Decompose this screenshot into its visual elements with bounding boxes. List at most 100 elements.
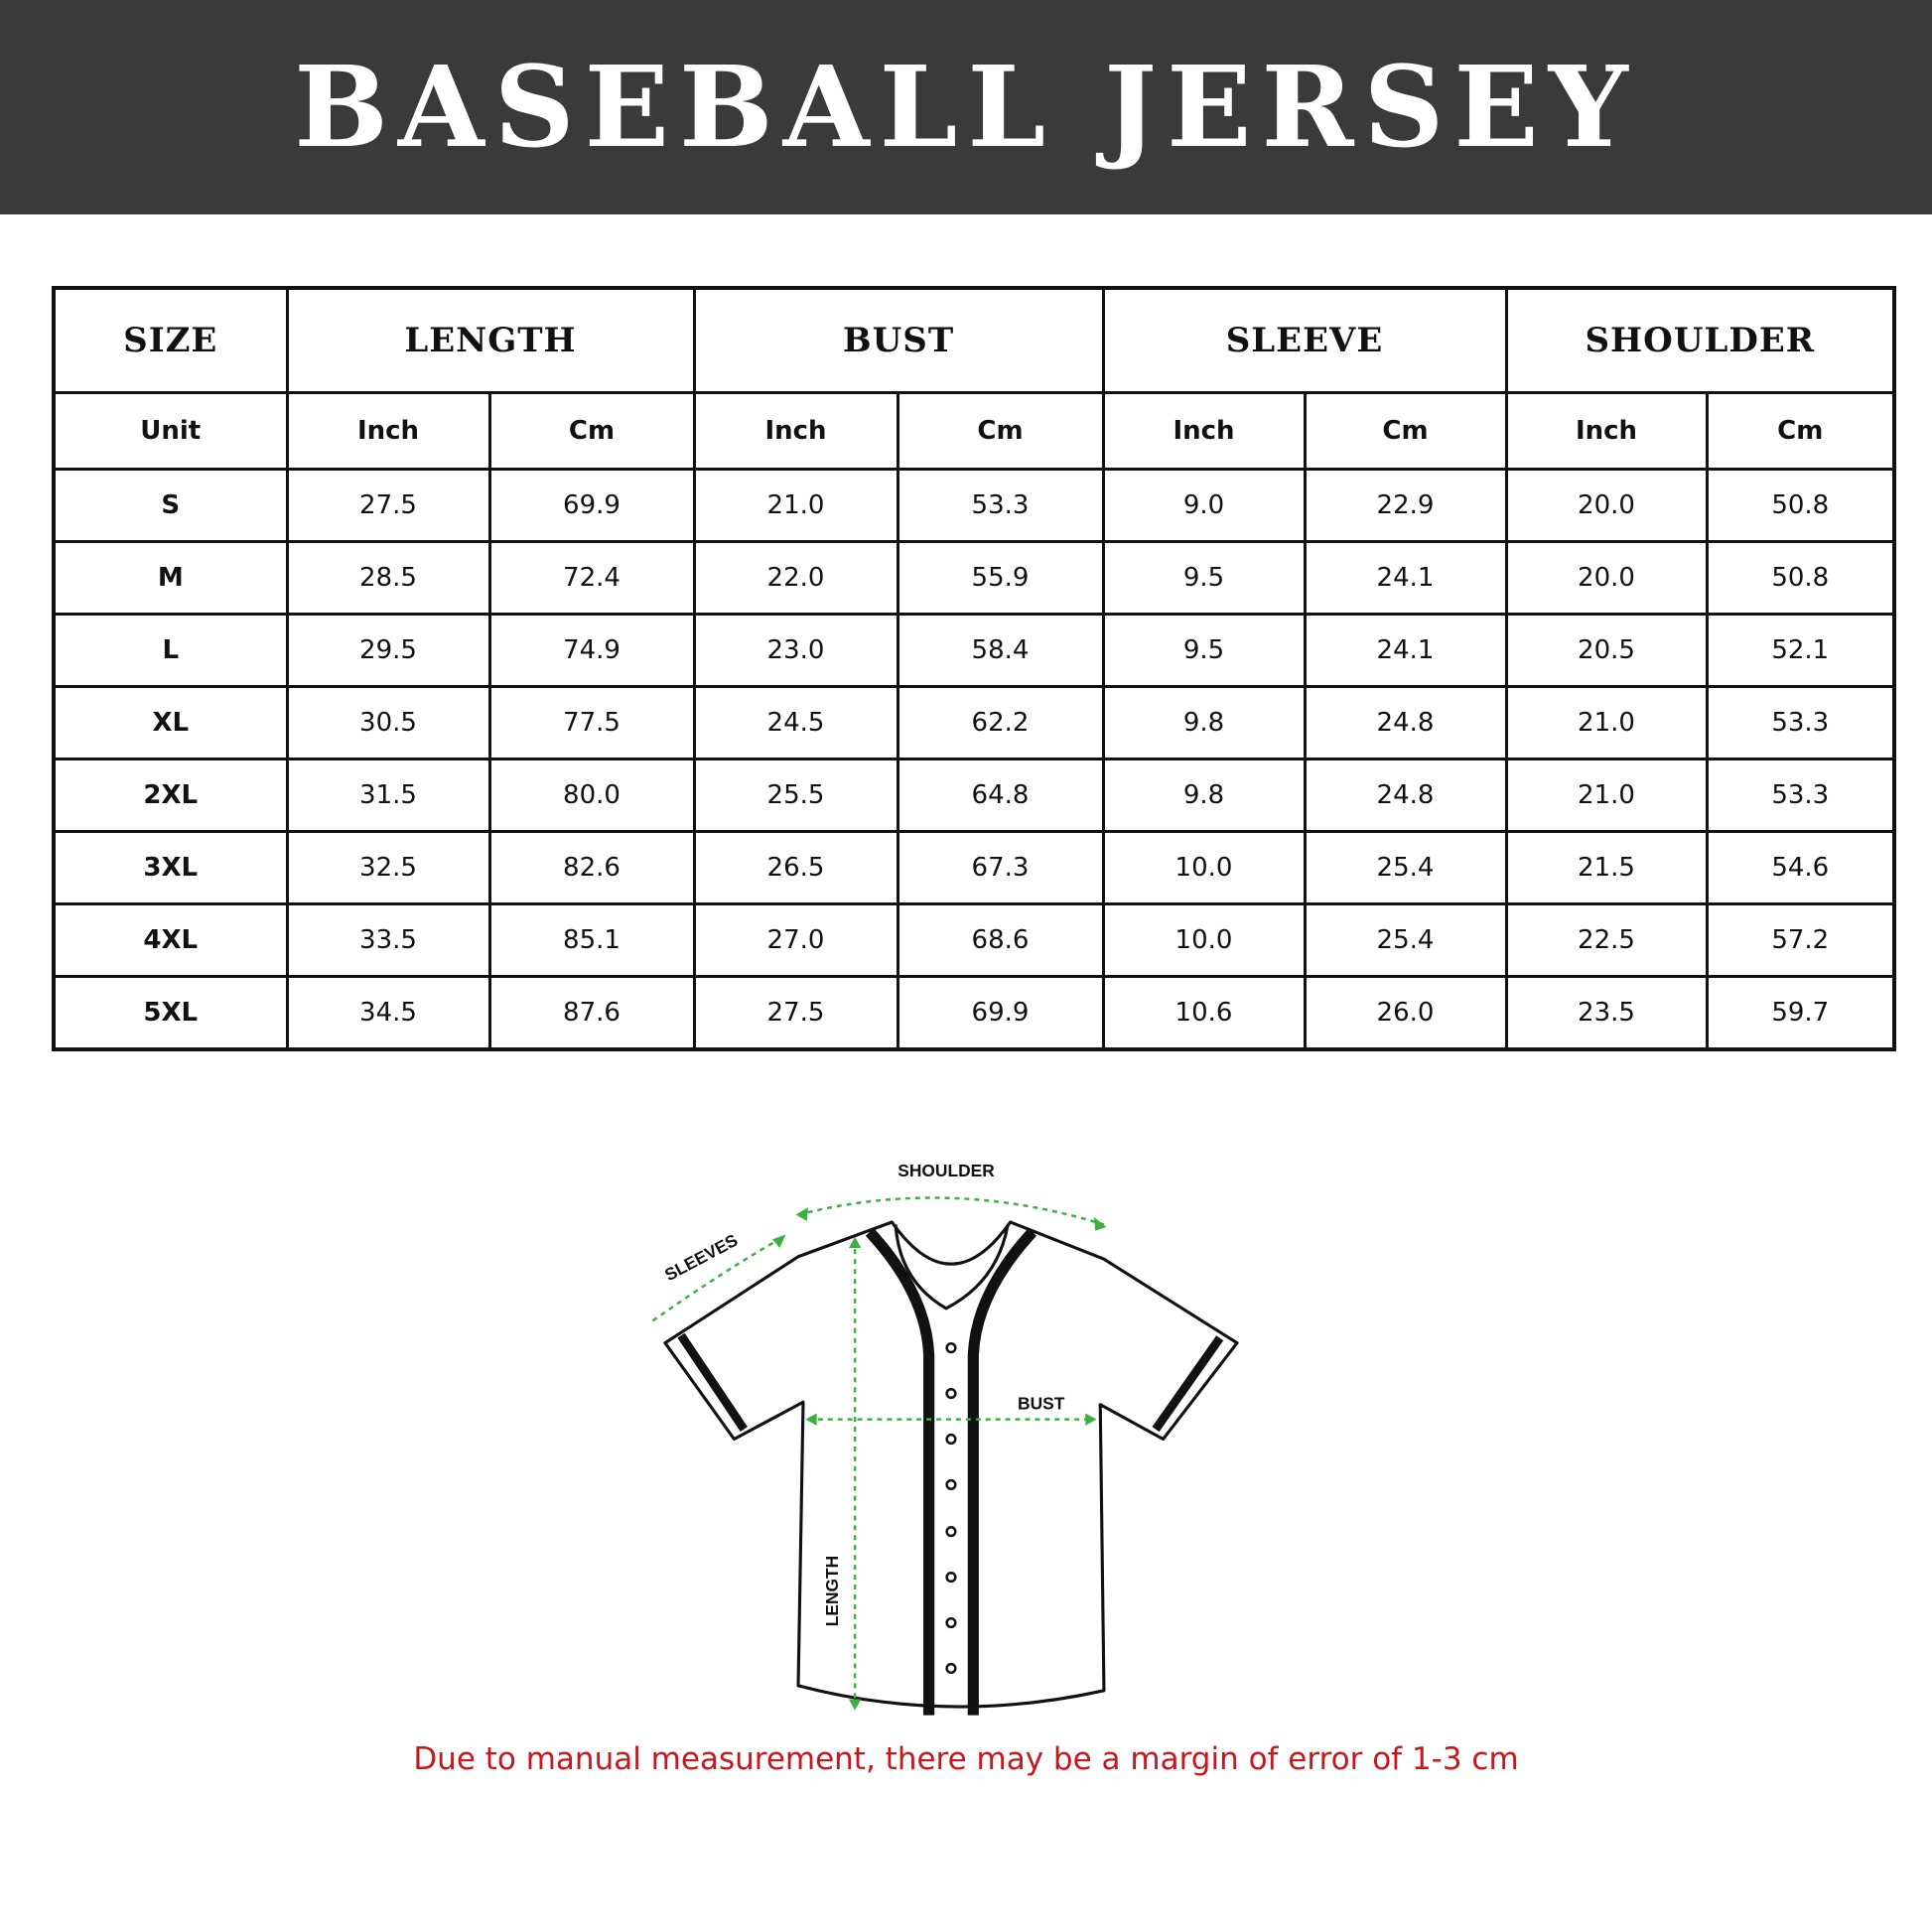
measurement-cell: 50.8 bbox=[1705, 540, 1896, 616]
unit-row: Unit Inch Cm Inch Cm Inch Cm Inch Cm bbox=[52, 391, 1896, 471]
measurement-cell: 80.0 bbox=[487, 758, 696, 833]
group-header-row: SIZE LENGTH BUST SLEEVE SHOULDER bbox=[52, 286, 1896, 394]
measurement-cell: 24.8 bbox=[1303, 685, 1508, 760]
size-cell: L bbox=[52, 613, 289, 688]
measurement-cell: 28.5 bbox=[285, 540, 491, 616]
measurement-cell: 72.4 bbox=[487, 540, 696, 616]
measurement-cell: 54.6 bbox=[1705, 830, 1896, 905]
measurement-cell: 50.8 bbox=[1705, 468, 1896, 543]
measurement-cell: 77.5 bbox=[487, 685, 696, 760]
measurement-cell: 9.5 bbox=[1101, 540, 1307, 616]
size-cell: 2XL bbox=[52, 758, 289, 833]
unit-cell: Inch bbox=[1504, 391, 1709, 471]
measurement-cell: 68.6 bbox=[896, 902, 1105, 978]
measurement-disclaimer: Due to manual measurement, there may be … bbox=[413, 1741, 1519, 1777]
measurement-cell: 23.0 bbox=[692, 613, 899, 688]
measurement-cell: 25.4 bbox=[1303, 902, 1508, 978]
measurement-cell: 62.2 bbox=[896, 685, 1105, 760]
shoulder-label: SHOULDER bbox=[897, 1161, 995, 1180]
table-row: S 27.5 69.9 21.0 53.3 9.0 22.9 20.0 50.8 bbox=[52, 468, 1896, 543]
measurement-cell: 87.6 bbox=[487, 975, 696, 1051]
measurement-cell: 53.3 bbox=[896, 468, 1105, 543]
measurement-cell: 22.5 bbox=[1504, 902, 1709, 978]
size-cell: 5XL bbox=[52, 975, 289, 1051]
measurement-cell: 53.3 bbox=[1705, 685, 1896, 760]
measurement-cell: 10.6 bbox=[1101, 975, 1307, 1051]
sleeve-stripes bbox=[677, 1332, 1224, 1433]
measurement-cell: 23.5 bbox=[1504, 975, 1709, 1051]
header-sleeve: SLEEVE bbox=[1101, 286, 1508, 394]
measurement-cell: 57.2 bbox=[1705, 902, 1896, 978]
table-row: XL 30.5 77.5 24.5 62.2 9.8 24.8 21.0 53.3 bbox=[52, 685, 1896, 760]
table-row: 4XL 33.5 85.1 27.0 68.6 10.0 25.4 22.5 57.2 bbox=[52, 902, 1896, 978]
unit-cell: Cm bbox=[487, 391, 696, 471]
measurement-cell: 24.1 bbox=[1303, 540, 1508, 616]
size-cell: XL bbox=[52, 685, 289, 760]
unit-cell: Cm bbox=[1303, 391, 1508, 471]
page-title: BASEBALL JERSEY bbox=[294, 42, 1638, 173]
measurement-cell: 82.6 bbox=[487, 830, 696, 905]
measure-lines bbox=[651, 1196, 1105, 1709]
unit-cell: Inch bbox=[285, 391, 491, 471]
size-cell: 3XL bbox=[52, 830, 289, 905]
measurement-cell: 25.4 bbox=[1303, 830, 1508, 905]
measurement-cell: 27.5 bbox=[692, 975, 899, 1051]
measurement-cell: 22.9 bbox=[1303, 468, 1508, 543]
measurement-cell: 30.5 bbox=[285, 685, 491, 760]
size-cell: S bbox=[52, 468, 289, 543]
measurement-cell: 9.5 bbox=[1101, 613, 1307, 688]
measurement-cell: 20.0 bbox=[1504, 540, 1709, 616]
sleeves-label: SLEEVES bbox=[661, 1230, 741, 1285]
measurement-cell: 69.9 bbox=[896, 975, 1105, 1051]
measurement-cell: 21.0 bbox=[692, 468, 899, 543]
header-length: LENGTH bbox=[285, 286, 696, 394]
unit-cell: Inch bbox=[692, 391, 899, 471]
measurement-cell: 9.0 bbox=[1101, 468, 1307, 543]
measurement-cell: 20.5 bbox=[1504, 613, 1709, 688]
measurement-cell: 10.0 bbox=[1101, 902, 1307, 978]
jersey-diagram: SHOULDER SLEEVES BUST LENGTH bbox=[651, 1161, 1239, 1716]
size-chart-table: SIZE LENGTH BUST SLEEVE SHOULDER Unit Inc… bbox=[52, 286, 1897, 1051]
unit-cell: Unit bbox=[52, 391, 289, 471]
table-row: L 29.5 74.9 23.0 58.4 9.5 24.1 20.5 52.1 bbox=[52, 613, 1896, 688]
measurement-cell: 24.1 bbox=[1303, 613, 1508, 688]
measurement-cell: 58.4 bbox=[896, 613, 1105, 688]
arrow-icons bbox=[771, 1207, 1107, 1711]
table-row: 3XL 32.5 82.6 26.5 67.3 10.0 25.4 21.5 54.6 bbox=[52, 830, 1896, 905]
unit-cell: Cm bbox=[896, 391, 1105, 471]
measurement-cell: 24.8 bbox=[1303, 758, 1508, 833]
measurement-cell: 21.5 bbox=[1504, 830, 1709, 905]
unit-cell: Inch bbox=[1101, 391, 1307, 471]
size-cell: M bbox=[52, 540, 289, 616]
measurement-cell: 64.8 bbox=[896, 758, 1105, 833]
length-label: LENGTH bbox=[822, 1556, 842, 1626]
header-size: SIZE bbox=[52, 286, 289, 394]
measurement-cell: 52.1 bbox=[1705, 613, 1896, 688]
title-banner: BASEBALL JERSEY bbox=[0, 0, 1932, 214]
measurement-cell: 32.5 bbox=[285, 830, 491, 905]
measurement-cell: 59.7 bbox=[1705, 975, 1896, 1051]
measurement-cell: 26.0 bbox=[1303, 975, 1508, 1051]
measurement-cell: 53.3 bbox=[1705, 758, 1896, 833]
measurement-cell: 33.5 bbox=[285, 902, 491, 978]
measurement-cell: 21.0 bbox=[1504, 758, 1709, 833]
size-cell: 4XL bbox=[52, 902, 289, 978]
table-row: M 28.5 72.4 22.0 55.9 9.5 24.1 20.0 50.8 bbox=[52, 540, 1896, 616]
measurement-cell: 27.0 bbox=[692, 902, 899, 978]
table-row: 2XL 31.5 80.0 25.5 64.8 9.8 24.8 21.0 53.3 bbox=[52, 758, 1896, 833]
button-icons bbox=[945, 1342, 957, 1675]
bust-label: BUST bbox=[1018, 1394, 1065, 1414]
measurement-cell: 85.1 bbox=[487, 902, 696, 978]
jersey-outline bbox=[663, 1220, 1239, 1709]
measurement-cell: 25.5 bbox=[692, 758, 899, 833]
measurement-cell: 29.5 bbox=[285, 613, 491, 688]
header-bust: BUST bbox=[692, 286, 1105, 394]
measurement-cell: 74.9 bbox=[487, 613, 696, 688]
measurement-cell: 26.5 bbox=[692, 830, 899, 905]
header-shoulder: SHOULDER bbox=[1504, 286, 1896, 394]
measurement-cell: 9.8 bbox=[1101, 685, 1307, 760]
table-row: 5XL 34.5 87.6 27.5 69.9 10.6 26.0 23.5 59.7 bbox=[52, 975, 1896, 1051]
measurement-cell: 24.5 bbox=[692, 685, 899, 760]
measurement-cell: 31.5 bbox=[285, 758, 491, 833]
placket-trim bbox=[865, 1228, 1037, 1716]
